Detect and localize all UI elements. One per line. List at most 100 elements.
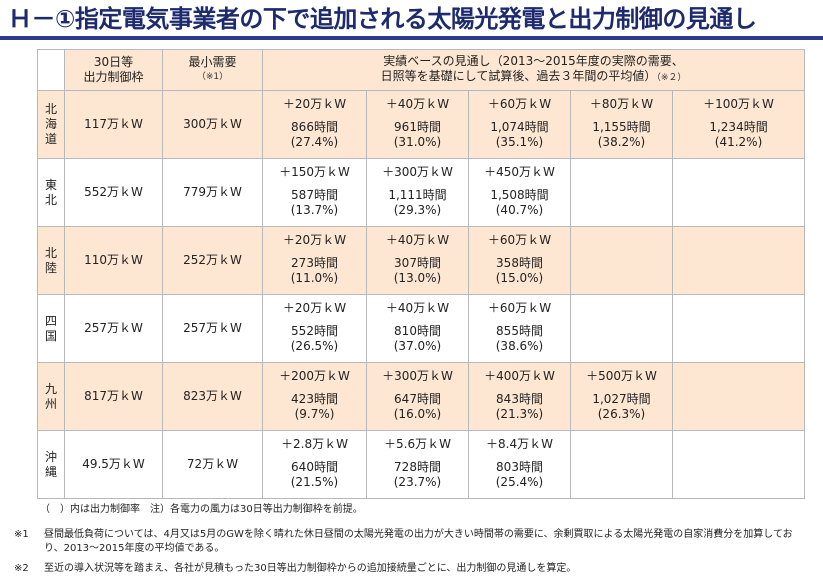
header-forecast-line2-text: 日照等を基礎にして試算後、過去３年間の平均値） bbox=[380, 69, 657, 83]
curtailment-rate: (27.4%) bbox=[290, 134, 339, 149]
forecast-cell bbox=[671, 294, 806, 363]
curtailment-hours: 358時間 bbox=[496, 255, 543, 270]
table-row: 四国 257万ｋW 257万ｋW ＋20万ｋW 552時間 (26.5%) ＋40万ｋW 81… bbox=[37, 294, 806, 363]
curtailment-hours: 1,155時間 bbox=[592, 119, 651, 134]
curtailment-rate: (21.3%) bbox=[495, 406, 544, 421]
forecast-cell: ＋400万ｋW 843時間 (21.3%) bbox=[468, 362, 571, 431]
footnote-1: ※1 昼間最低負荷については、4月又は5月のGWを除く晴れた休日昼間の太陽光発電の… bbox=[14, 528, 809, 556]
curtailment-hours: 423時間 bbox=[291, 391, 338, 406]
forecast-value-group bbox=[571, 298, 672, 360]
region-cell: 沖縄 bbox=[37, 430, 65, 499]
forecast-value-group: ＋20万ｋW 273時間 (11.0%) bbox=[263, 230, 366, 292]
added-capacity: ＋400万ｋW bbox=[484, 368, 555, 383]
added-capacity: ＋40万ｋW bbox=[385, 96, 450, 111]
forecast-cell: ＋200万ｋW 423時間 (9.7%) bbox=[262, 362, 367, 431]
forecast-value-group bbox=[673, 434, 804, 496]
curtailment-hours: 1,234時間 bbox=[709, 119, 768, 134]
forecast-value-group: ＋450万ｋW 1,508時間 (40.7%) bbox=[469, 162, 570, 224]
forecast-value-group bbox=[673, 366, 804, 428]
added-capacity: ＋300万ｋW bbox=[382, 368, 453, 383]
table-legend: （ ）内は出力制御率 注）各電力の風力は30日等出力制御枠を前提。 bbox=[40, 504, 363, 515]
curtailment-rate: (38.6%) bbox=[495, 338, 544, 353]
table-row: 沖縄 49.5万ｋW 72万ｋW ＋2.8万ｋW 640時間 (21.5%) ＋5.6万ｋW… bbox=[37, 430, 806, 499]
curtailment-rate: (26.5%) bbox=[290, 338, 339, 353]
curtailment-hours: 866時間 bbox=[291, 119, 338, 134]
forecast-cell bbox=[671, 362, 806, 431]
added-capacity: ＋60万ｋW bbox=[487, 300, 552, 315]
header-min-demand-label: 最小需要 bbox=[188, 55, 237, 69]
curtailment-hours: 307時間 bbox=[394, 255, 441, 270]
region-char: 道 bbox=[44, 132, 57, 146]
forecast-value-group: ＋80万ｋW 1,155時間 (38.2%) bbox=[571, 94, 672, 156]
output-cap-cell: 257万ｋW bbox=[64, 294, 163, 363]
forecast-value-group: ＋300万ｋW 647時間 (16.0%) bbox=[367, 366, 468, 428]
header-forecast: 実績ベースの見通し（2013～2015年度の実際の需要、 日照等を基礎にして試算… bbox=[261, 49, 806, 91]
forecast-value-group: ＋60万ｋW 358時間 (15.0%) bbox=[469, 230, 570, 292]
region-char: 四 bbox=[44, 313, 57, 328]
curtailment-hours: 810時間 bbox=[394, 323, 441, 338]
forecast-cell bbox=[671, 226, 806, 295]
added-capacity: ＋40万ｋW bbox=[385, 300, 450, 315]
curtailment-rate: (21.5%) bbox=[290, 474, 339, 489]
region-char: 北 bbox=[44, 102, 57, 116]
region-cell: 北海道 bbox=[37, 90, 65, 159]
forecast-cell: ＋300万ｋW 1,111時間 (29.3%) bbox=[366, 158, 469, 227]
curtailment-hours: 587時間 bbox=[291, 187, 338, 202]
forecast-cell: ＋20万ｋW 273時間 (11.0%) bbox=[262, 226, 367, 295]
region-char: 九 bbox=[44, 381, 57, 396]
curtailment-rate: (26.3%) bbox=[597, 406, 646, 421]
min-demand-cell: 823万ｋW bbox=[162, 362, 263, 431]
curtailment-rate: (13.7%) bbox=[290, 202, 339, 217]
forecast-value-group: ＋20万ｋW 552時間 (26.5%) bbox=[263, 298, 366, 360]
curtailment-hours: 803時間 bbox=[496, 459, 543, 474]
added-capacity: ＋80万ｋW bbox=[589, 96, 654, 111]
table-row: 北陸 110万ｋW 252万ｋW ＋20万ｋW 273時間 (11.0%) ＋40万ｋW 30… bbox=[37, 226, 806, 295]
curtailment-hours: 1,027時間 bbox=[592, 391, 651, 406]
curtailment-rate: (35.1%) bbox=[495, 134, 544, 149]
added-capacity: ＋2.8万ｋW bbox=[281, 436, 348, 451]
added-capacity: ＋150万ｋW bbox=[279, 164, 350, 179]
header-blank-cell bbox=[37, 49, 65, 91]
forecast-value-group bbox=[673, 230, 804, 292]
curtailment-hours: 1,074時間 bbox=[490, 119, 549, 134]
region-char: 北 bbox=[44, 192, 57, 207]
forecast-value-group: ＋200万ｋW 423時間 (9.7%) bbox=[263, 366, 366, 428]
output-cap-cell: 817万ｋW bbox=[64, 362, 163, 431]
min-demand-cell: 779万ｋW bbox=[162, 158, 263, 227]
header-min-demand-note: （※1） bbox=[196, 72, 229, 82]
footnote-2: ※2 至近の導入状況等を踏まえ、各社が見積もった30日等出力制御枠からの追加接続量… bbox=[14, 562, 809, 576]
forecast-value-group bbox=[673, 298, 804, 360]
footnote-1-text: 昼間最低負荷については、4月又は5月のGWを除く晴れた休日昼間の太陽光発電の出力… bbox=[44, 529, 793, 554]
region-char: 縄 bbox=[44, 464, 57, 479]
curtailment-rate: (41.2%) bbox=[714, 134, 763, 149]
curtailment-hours: 855時間 bbox=[496, 323, 543, 338]
curtailment-hours: 273時間 bbox=[291, 255, 338, 270]
forecast-cell: ＋60万ｋW 358時間 (15.0%) bbox=[468, 226, 571, 295]
forecast-cell: ＋150万ｋW 587時間 (13.7%) bbox=[262, 158, 367, 227]
forecast-cell: ＋20万ｋW 866時間 (27.4%) bbox=[262, 90, 367, 159]
forecast-value-group: ＋5.6万ｋW 728時間 (23.7%) bbox=[367, 434, 468, 496]
added-capacity: ＋8.4万ｋW bbox=[486, 436, 553, 451]
forecast-cell: ＋40万ｋW 810時間 (37.0%) bbox=[366, 294, 469, 363]
forecast-value-group: ＋60万ｋW 855時間 (38.6%) bbox=[469, 298, 570, 360]
header-forecast-line2: 日照等を基礎にして試算後、過去３年間の平均値）（※２） bbox=[263, 69, 804, 86]
forecast-cell bbox=[570, 158, 673, 227]
curtailment-rate: (23.7%) bbox=[393, 474, 442, 489]
forecast-value-group bbox=[571, 230, 672, 292]
curtailment-hours: 647時間 bbox=[394, 391, 441, 406]
curtailment-hours: 1,111時間 bbox=[388, 187, 447, 202]
curtailment-rate: (38.2%) bbox=[597, 134, 646, 149]
page-title: Ｈ－①指定電気事業者の下で追加される太陽光発電と出力制御の見通し bbox=[8, 5, 757, 33]
region-char: 北 bbox=[44, 245, 57, 260]
forecast-value-group bbox=[571, 162, 672, 224]
min-demand-cell: 72万ｋW bbox=[162, 430, 263, 499]
region-char: 州 bbox=[44, 396, 57, 411]
forecast-cell: ＋300万ｋW 647時間 (16.0%) bbox=[366, 362, 469, 431]
footnote-1-mark: ※1 bbox=[14, 529, 29, 540]
footnote-2-mark: ※2 bbox=[14, 563, 29, 574]
added-capacity: ＋60万ｋW bbox=[487, 232, 552, 247]
added-capacity: ＋300万ｋW bbox=[382, 164, 453, 179]
curtailment-rate: (40.7%) bbox=[495, 202, 544, 217]
table-row: 九州 817万ｋW 823万ｋW ＋200万ｋW 423時間 (9.7%) ＋300万ｋW 6… bbox=[37, 362, 806, 431]
forecast-value-group: ＋2.8万ｋW 640時間 (21.5%) bbox=[263, 434, 366, 496]
